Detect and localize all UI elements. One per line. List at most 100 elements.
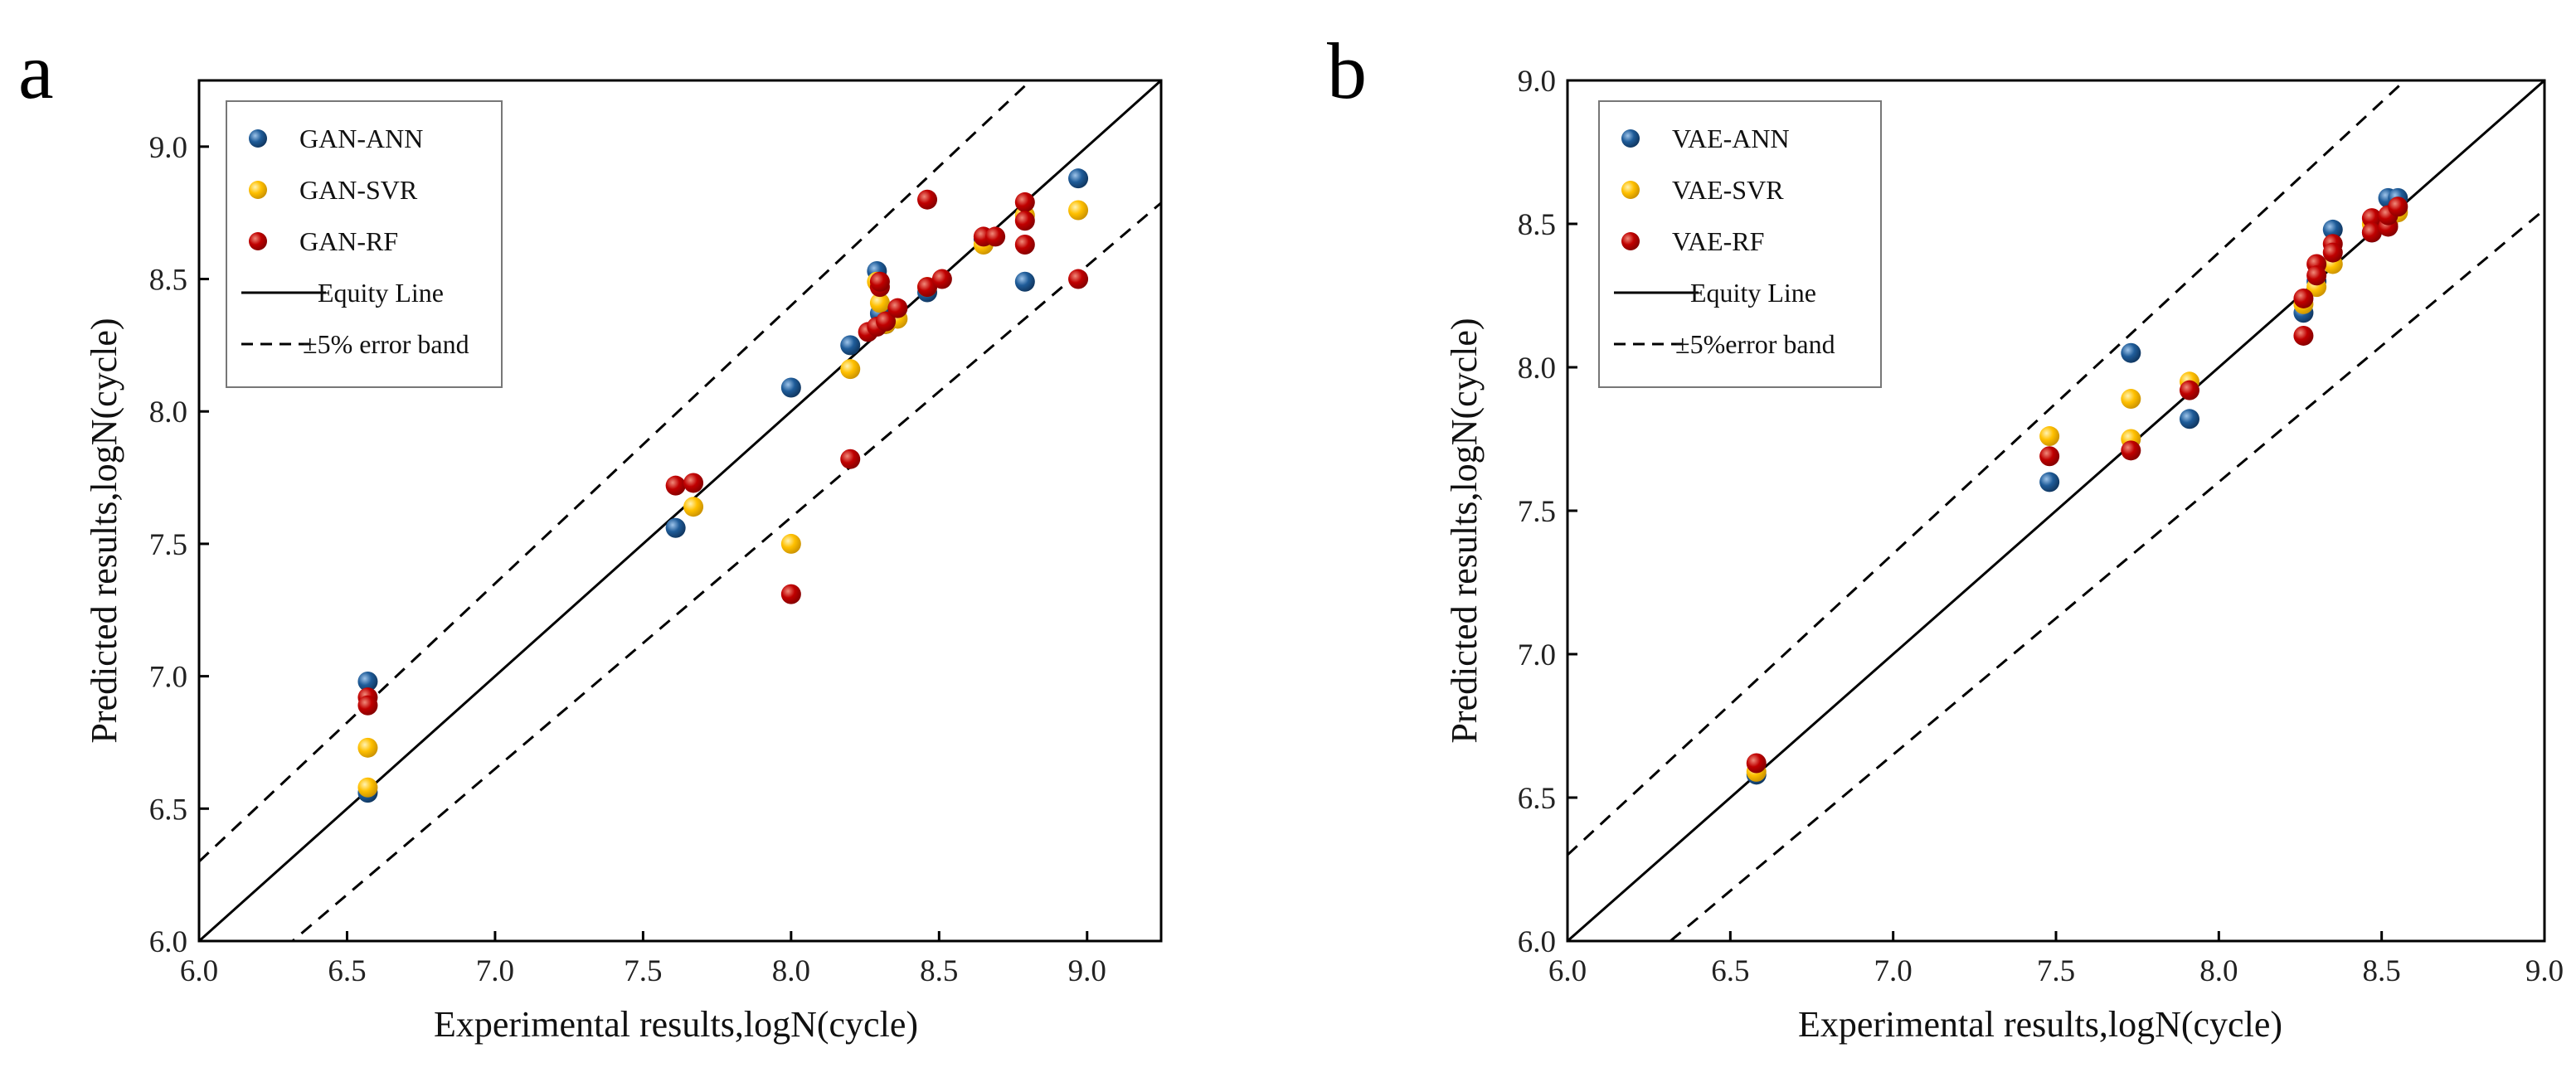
data-point — [1068, 200, 1089, 221]
legend-label-rf: VAE-RF — [1672, 226, 1764, 256]
data-point — [357, 777, 378, 798]
data-point — [2293, 288, 2314, 308]
data-point — [357, 672, 378, 692]
data-point — [2121, 342, 2141, 363]
x-tick-label: 7.5 — [624, 954, 662, 988]
data-point — [2039, 446, 2060, 467]
lower-error-band-line — [290, 201, 1161, 941]
upper-error-band-line — [199, 80, 1033, 863]
x-tick-label: 9.0 — [1068, 954, 1106, 988]
data-point — [1068, 168, 1089, 189]
data-point — [1014, 211, 1035, 231]
x-tick-label: 7.0 — [1874, 954, 1913, 988]
upper-error-band-line — [1567, 80, 2407, 856]
data-point — [869, 293, 890, 313]
data-point — [1014, 271, 1035, 292]
data-point — [357, 695, 378, 716]
data-point — [840, 335, 861, 356]
x-tick-label: 9.0 — [2525, 954, 2564, 988]
data-point — [2293, 325, 2314, 346]
legend-marker-svr — [249, 181, 267, 199]
panel-b-y-axis-label: Predicted results,logN(cycle) — [1444, 318, 1485, 743]
legend-label-equity: Equity Line — [1690, 278, 1816, 308]
y-tick-label: 7.0 — [149, 661, 187, 695]
data-point — [2039, 472, 2060, 492]
plot-a-area: 6.0 6.5 7.0 7.5 8.0 8.5 9.0 6.0 6.5 7.0 7.5 8.0 8.5 9… — [149, 79, 1163, 988]
y-tick-label: 6.5 — [149, 793, 187, 827]
series-gan-rf — [357, 189, 1089, 716]
x-tick-label: 8.0 — [772, 954, 810, 988]
y-tick-label: 9.0 — [149, 131, 187, 165]
panel-a-y-axis-label: Predicted results,logN(cycle) — [84, 318, 124, 743]
data-point — [1014, 192, 1035, 212]
data-point — [985, 226, 1006, 247]
y-tick-label: 7.5 — [1518, 495, 1556, 529]
legend-label-ann: VAE-ANN — [1672, 124, 1790, 153]
data-point — [2322, 242, 2343, 263]
data-point — [2039, 426, 2060, 447]
y-tick-label: 6.0 — [149, 925, 187, 959]
legend-marker-ann — [249, 129, 267, 148]
plot-frame — [197, 79, 1163, 943]
x-tick-label: 6.0 — [1548, 954, 1587, 988]
data-point — [2179, 409, 2199, 429]
plot-b-area: 6.0 6.5 7.0 7.5 8.0 8.5 9.0 6.0 6.5 7.0 7.5 8.0 8.5 9… — [1518, 65, 2564, 988]
data-point — [665, 475, 686, 496]
panel-a-letter: a — [18, 27, 54, 115]
legend-marker-rf — [249, 232, 267, 250]
legend-marker-svr — [1621, 181, 1640, 199]
legend-label-equity: Equity Line — [318, 278, 444, 308]
legend: VAE-ANN VAE-SVR VAE-RF Equity Line ±5%error … — [1598, 100, 1882, 388]
y-tick-label: 9.0 — [1518, 65, 1556, 99]
panel-b-x-axis-label: Experimental results,logN(cycle) — [1798, 1004, 2282, 1045]
data-point — [840, 449, 861, 469]
panel-b: b 6.0 6.5 7.0 7.5 8.0 8.5 9.0 6.0 6.5 7.0 7.5 8.0 8.… — [1327, 27, 2564, 1045]
lower-error-band-line — [1668, 208, 2544, 941]
y-tick-label: 8.0 — [1518, 352, 1556, 386]
data-point — [2361, 208, 2382, 229]
legend-label-svr: GAN-SVR — [299, 175, 418, 205]
data-point — [780, 377, 801, 398]
data-point — [887, 298, 908, 318]
y-tick-label: 6.5 — [1518, 782, 1556, 816]
data-point — [665, 517, 686, 538]
legend-marker-ann — [1621, 129, 1640, 148]
data-point — [2121, 440, 2141, 461]
data-point — [2306, 265, 2327, 286]
data-point — [683, 473, 704, 493]
data-point — [780, 584, 801, 604]
data-point — [917, 189, 938, 210]
data-point — [840, 359, 861, 380]
y-tick-label: 8.0 — [149, 395, 187, 429]
x-tick-label: 6.0 — [180, 954, 218, 988]
series-vae-rf — [1746, 196, 2408, 774]
data-point — [780, 533, 801, 554]
panel-b-letter: b — [1327, 27, 1367, 115]
x-tick-label: 6.5 — [1711, 954, 1749, 988]
data-point — [876, 311, 897, 332]
data-point — [1746, 753, 1767, 774]
data-point — [2179, 380, 2199, 400]
panel-a: a 6.0 6.5 7.0 7.5 8.0 8.5 9.0 6.0 6.5 7.0 7.5 8.0 8.… — [18, 27, 1163, 1045]
data-point — [869, 271, 890, 292]
data-point — [931, 269, 952, 289]
data-point — [917, 277, 938, 298]
data-point — [1014, 235, 1035, 255]
x-tick-label: 8.5 — [2363, 954, 2401, 988]
data-point — [683, 497, 704, 517]
legend-box — [226, 100, 503, 388]
y-tick-label: 8.5 — [149, 264, 187, 298]
data-point — [2388, 196, 2408, 217]
legend-label-band: ±5%error band — [1675, 329, 1835, 359]
y-tick-label: 8.5 — [1518, 208, 1556, 242]
y-tick-label: 6.0 — [1518, 925, 1556, 959]
data-point — [357, 737, 378, 758]
y-tick-label: 7.5 — [149, 528, 187, 562]
legend-label-svr: VAE-SVR — [1672, 175, 1784, 205]
legend-label-band: ±5% error band — [303, 329, 469, 359]
legend-label-ann: GAN-ANN — [299, 124, 423, 153]
legend: GAN-ANN GAN-SVR GAN-RF Equity Line ±5% error… — [226, 100, 503, 388]
panel-a-x-axis-label: Experimental results,logN(cycle) — [434, 1004, 918, 1045]
legend-label-rf: GAN-RF — [299, 226, 398, 256]
